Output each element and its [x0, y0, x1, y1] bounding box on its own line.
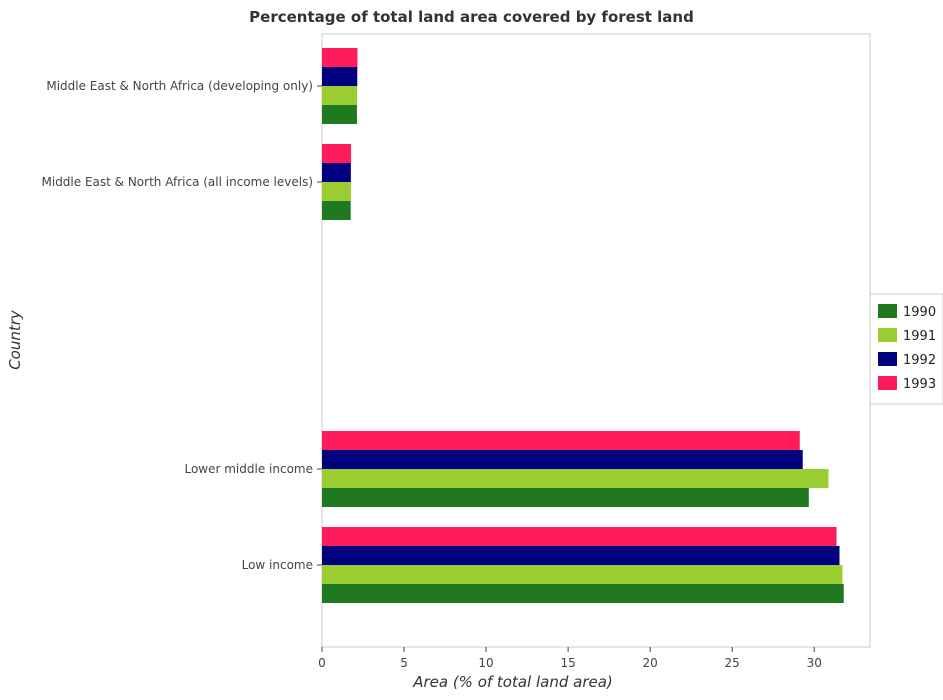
- legend-swatch-1990: [878, 304, 897, 318]
- bar-1992-2: [322, 163, 351, 182]
- y-tick-label: Low income: [242, 558, 313, 572]
- bar-1990-2: [322, 201, 351, 220]
- bar-1991-1: [322, 469, 829, 488]
- legend: 1990 1991 1992 1993: [869, 293, 943, 405]
- x-tick-label: 0: [318, 656, 326, 670]
- y-tick-label: Lower middle income: [184, 462, 313, 476]
- x-axis-title: Area (% of total land area): [412, 673, 613, 691]
- y-tick-label: Middle East & North Africa (all income l…: [42, 175, 314, 189]
- bar-1991-0: [322, 565, 843, 584]
- x-axis: 0 5 10 15 20 25 30: [318, 647, 822, 670]
- legend-label-1991: 1991: [903, 329, 936, 344]
- x-tick-label: 25: [725, 656, 740, 670]
- bar-1991-3: [322, 86, 358, 105]
- bar-1992-3: [322, 67, 358, 86]
- x-tick-label: 20: [643, 656, 658, 670]
- legend-swatch-1992: [878, 352, 897, 366]
- legend-swatch-1993: [878, 376, 897, 390]
- legend-label-1992: 1992: [903, 353, 936, 368]
- legend-swatch-1991: [878, 328, 897, 342]
- bar-1993-1: [322, 431, 800, 450]
- bar-1993-0: [322, 527, 837, 546]
- y-axis-title: Country: [6, 309, 24, 370]
- legend-label-1993: 1993: [903, 377, 936, 392]
- y-tick-label: Middle East & North Africa (developing o…: [46, 79, 313, 93]
- bar-1993-3: [322, 48, 358, 67]
- bar-1990-1: [322, 488, 809, 507]
- chart-title: Percentage of total land area covered by…: [249, 8, 694, 26]
- bar-1990-3: [322, 105, 357, 124]
- bar-1991-2: [322, 182, 351, 201]
- bar-1993-2: [322, 144, 352, 163]
- bar-1990-0: [322, 584, 844, 603]
- x-tick-label: 15: [560, 656, 575, 670]
- x-tick-label: 10: [478, 656, 493, 670]
- y-axis: Low income Lower middle income Middle East…: [42, 79, 322, 572]
- legend-label-1990: 1990: [903, 305, 936, 320]
- x-tick-label: 30: [807, 656, 822, 670]
- bar-1992-1: [322, 450, 803, 469]
- bar-1992-0: [322, 546, 840, 565]
- bars-group: [322, 48, 844, 603]
- x-tick-label: 5: [400, 656, 408, 670]
